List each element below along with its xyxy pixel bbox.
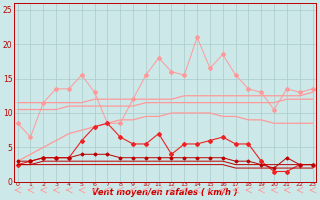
X-axis label: Vent moyen/en rafales ( km/h ): Vent moyen/en rafales ( km/h ): [92, 188, 238, 197]
